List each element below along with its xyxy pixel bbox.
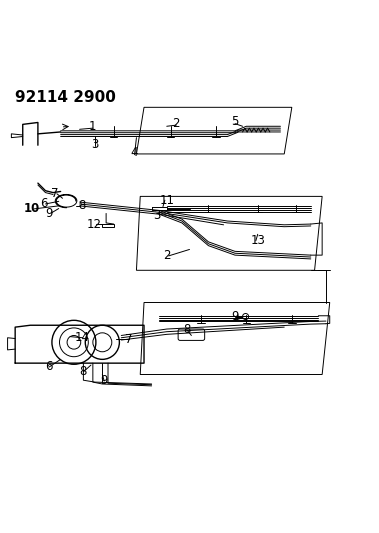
Text: 3: 3 [153,209,161,222]
Text: 8: 8 [80,365,87,378]
Text: 4: 4 [131,146,138,159]
Text: 3: 3 [91,138,99,151]
Text: 9: 9 [100,375,108,387]
Text: 7: 7 [51,187,59,200]
Text: 12: 12 [86,217,102,231]
Text: 1: 1 [89,120,97,133]
Text: 5: 5 [231,115,239,128]
Text: 9: 9 [231,310,239,323]
Text: 10: 10 [24,203,40,215]
Text: 13: 13 [250,234,265,247]
Text: 2: 2 [163,249,171,262]
Bar [102,224,114,227]
Text: 9: 9 [45,207,53,220]
Text: 6: 6 [45,360,53,374]
Text: 92114 2900: 92114 2900 [15,90,116,105]
Text: 6: 6 [40,197,47,211]
Text: 7: 7 [125,333,133,346]
Text: 8: 8 [78,199,85,212]
Text: 11: 11 [159,193,174,207]
Text: 14: 14 [75,331,90,344]
Text: 8: 8 [183,324,191,336]
FancyBboxPatch shape [178,329,205,341]
Text: 2: 2 [172,117,180,130]
